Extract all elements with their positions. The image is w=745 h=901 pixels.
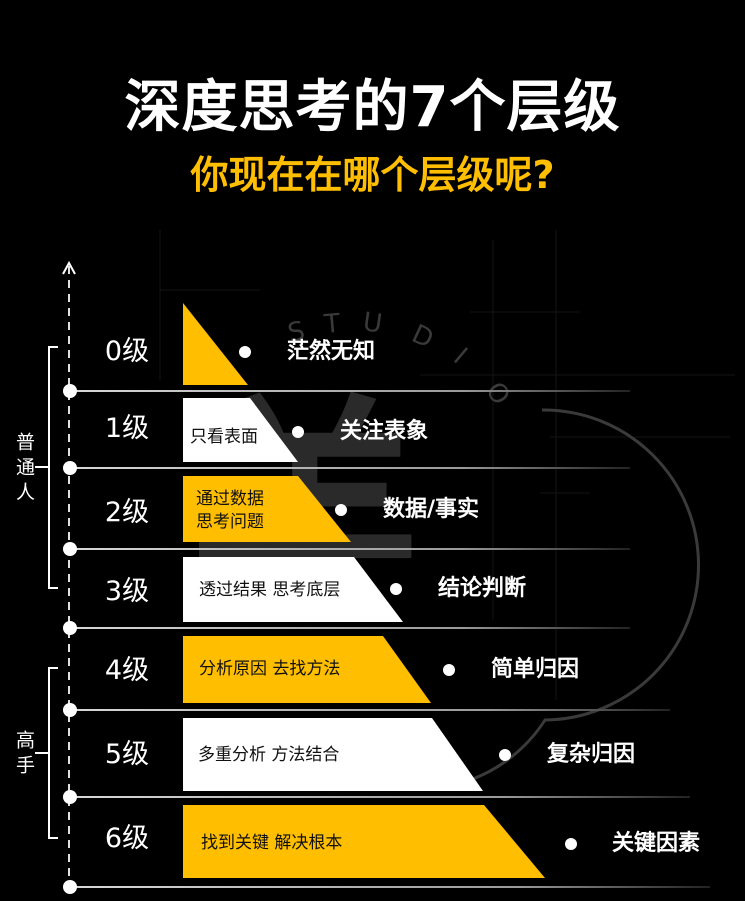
level-label: 1级 bbox=[104, 413, 150, 444]
level-outcome: 关注表象 bbox=[340, 419, 429, 444]
page-title: 深度思考的7个层级 bbox=[124, 75, 621, 140]
level-label: 4级 bbox=[104, 655, 150, 686]
group-label-expert: 高手 bbox=[10, 730, 35, 788]
group-label-text: 高手 bbox=[13, 730, 35, 780]
svg-text:U: U bbox=[361, 307, 384, 339]
level-label: 3级 bbox=[104, 576, 150, 607]
svg-text:T: T bbox=[322, 309, 342, 340]
bullet-dot bbox=[499, 749, 511, 761]
level-outcome: 关键因素 bbox=[612, 831, 701, 856]
level-1-shape bbox=[183, 398, 298, 462]
level-description: 只看表面 bbox=[190, 427, 258, 447]
axis-node bbox=[63, 703, 77, 717]
bullet-dot bbox=[443, 664, 455, 676]
level-outcome: 结论判断 bbox=[438, 576, 527, 601]
level-3-shape bbox=[183, 557, 403, 622]
level-4-shape bbox=[183, 636, 431, 703]
level-description-line1: 通过数据 bbox=[196, 489, 264, 509]
level-label: 5级 bbox=[104, 739, 150, 770]
axis-arrow-icon bbox=[62, 260, 76, 275]
axis-node bbox=[63, 384, 77, 398]
axis-nodes bbox=[63, 384, 77, 894]
level-6-shape bbox=[183, 805, 545, 878]
group-label-ordinary: 普通人 bbox=[10, 432, 35, 515]
bullet-dot bbox=[390, 583, 402, 595]
group-bracket-expert bbox=[35, 667, 58, 839]
axis-node bbox=[63, 790, 77, 804]
bullet-dot bbox=[239, 346, 251, 358]
level-label: 2级 bbox=[104, 497, 150, 528]
level-description: 分析原因 去找方法 bbox=[199, 659, 341, 679]
level-outcome: 简单归因 bbox=[491, 657, 580, 682]
level-0-shape bbox=[183, 303, 248, 385]
level-description: 透过结果 思考底层 bbox=[199, 580, 341, 600]
group-label-text: 普通人 bbox=[13, 432, 35, 507]
axis-node bbox=[63, 461, 77, 475]
bullet-dot bbox=[565, 838, 577, 850]
axis-node bbox=[63, 542, 77, 556]
level-outcome: 数据/事实 bbox=[383, 497, 480, 522]
level-description: 找到关键 解决根本 bbox=[201, 833, 343, 853]
group-bracket-ordinary bbox=[35, 346, 58, 589]
level-outcome: 复杂归因 bbox=[547, 742, 636, 767]
axis-node bbox=[63, 621, 77, 635]
level-2-shape bbox=[183, 476, 351, 542]
bullet-dot bbox=[292, 426, 304, 438]
level-outcome: 茫然无知 bbox=[287, 339, 376, 364]
page-subtitle: 你现在在哪个层级呢? bbox=[190, 153, 555, 197]
level-label: 6级 bbox=[104, 823, 150, 854]
level-description: 多重分析 方法结合 bbox=[198, 745, 340, 765]
svg-text:S: S bbox=[285, 316, 307, 349]
level-5-shape bbox=[183, 718, 483, 791]
axis-node bbox=[63, 880, 77, 894]
level-label: 0级 bbox=[104, 336, 150, 367]
level-description-line2: 思考问题 bbox=[196, 512, 264, 532]
divider-lines bbox=[70, 390, 710, 888]
background-grid bbox=[159, 230, 735, 700]
bullet-dot bbox=[335, 504, 347, 516]
